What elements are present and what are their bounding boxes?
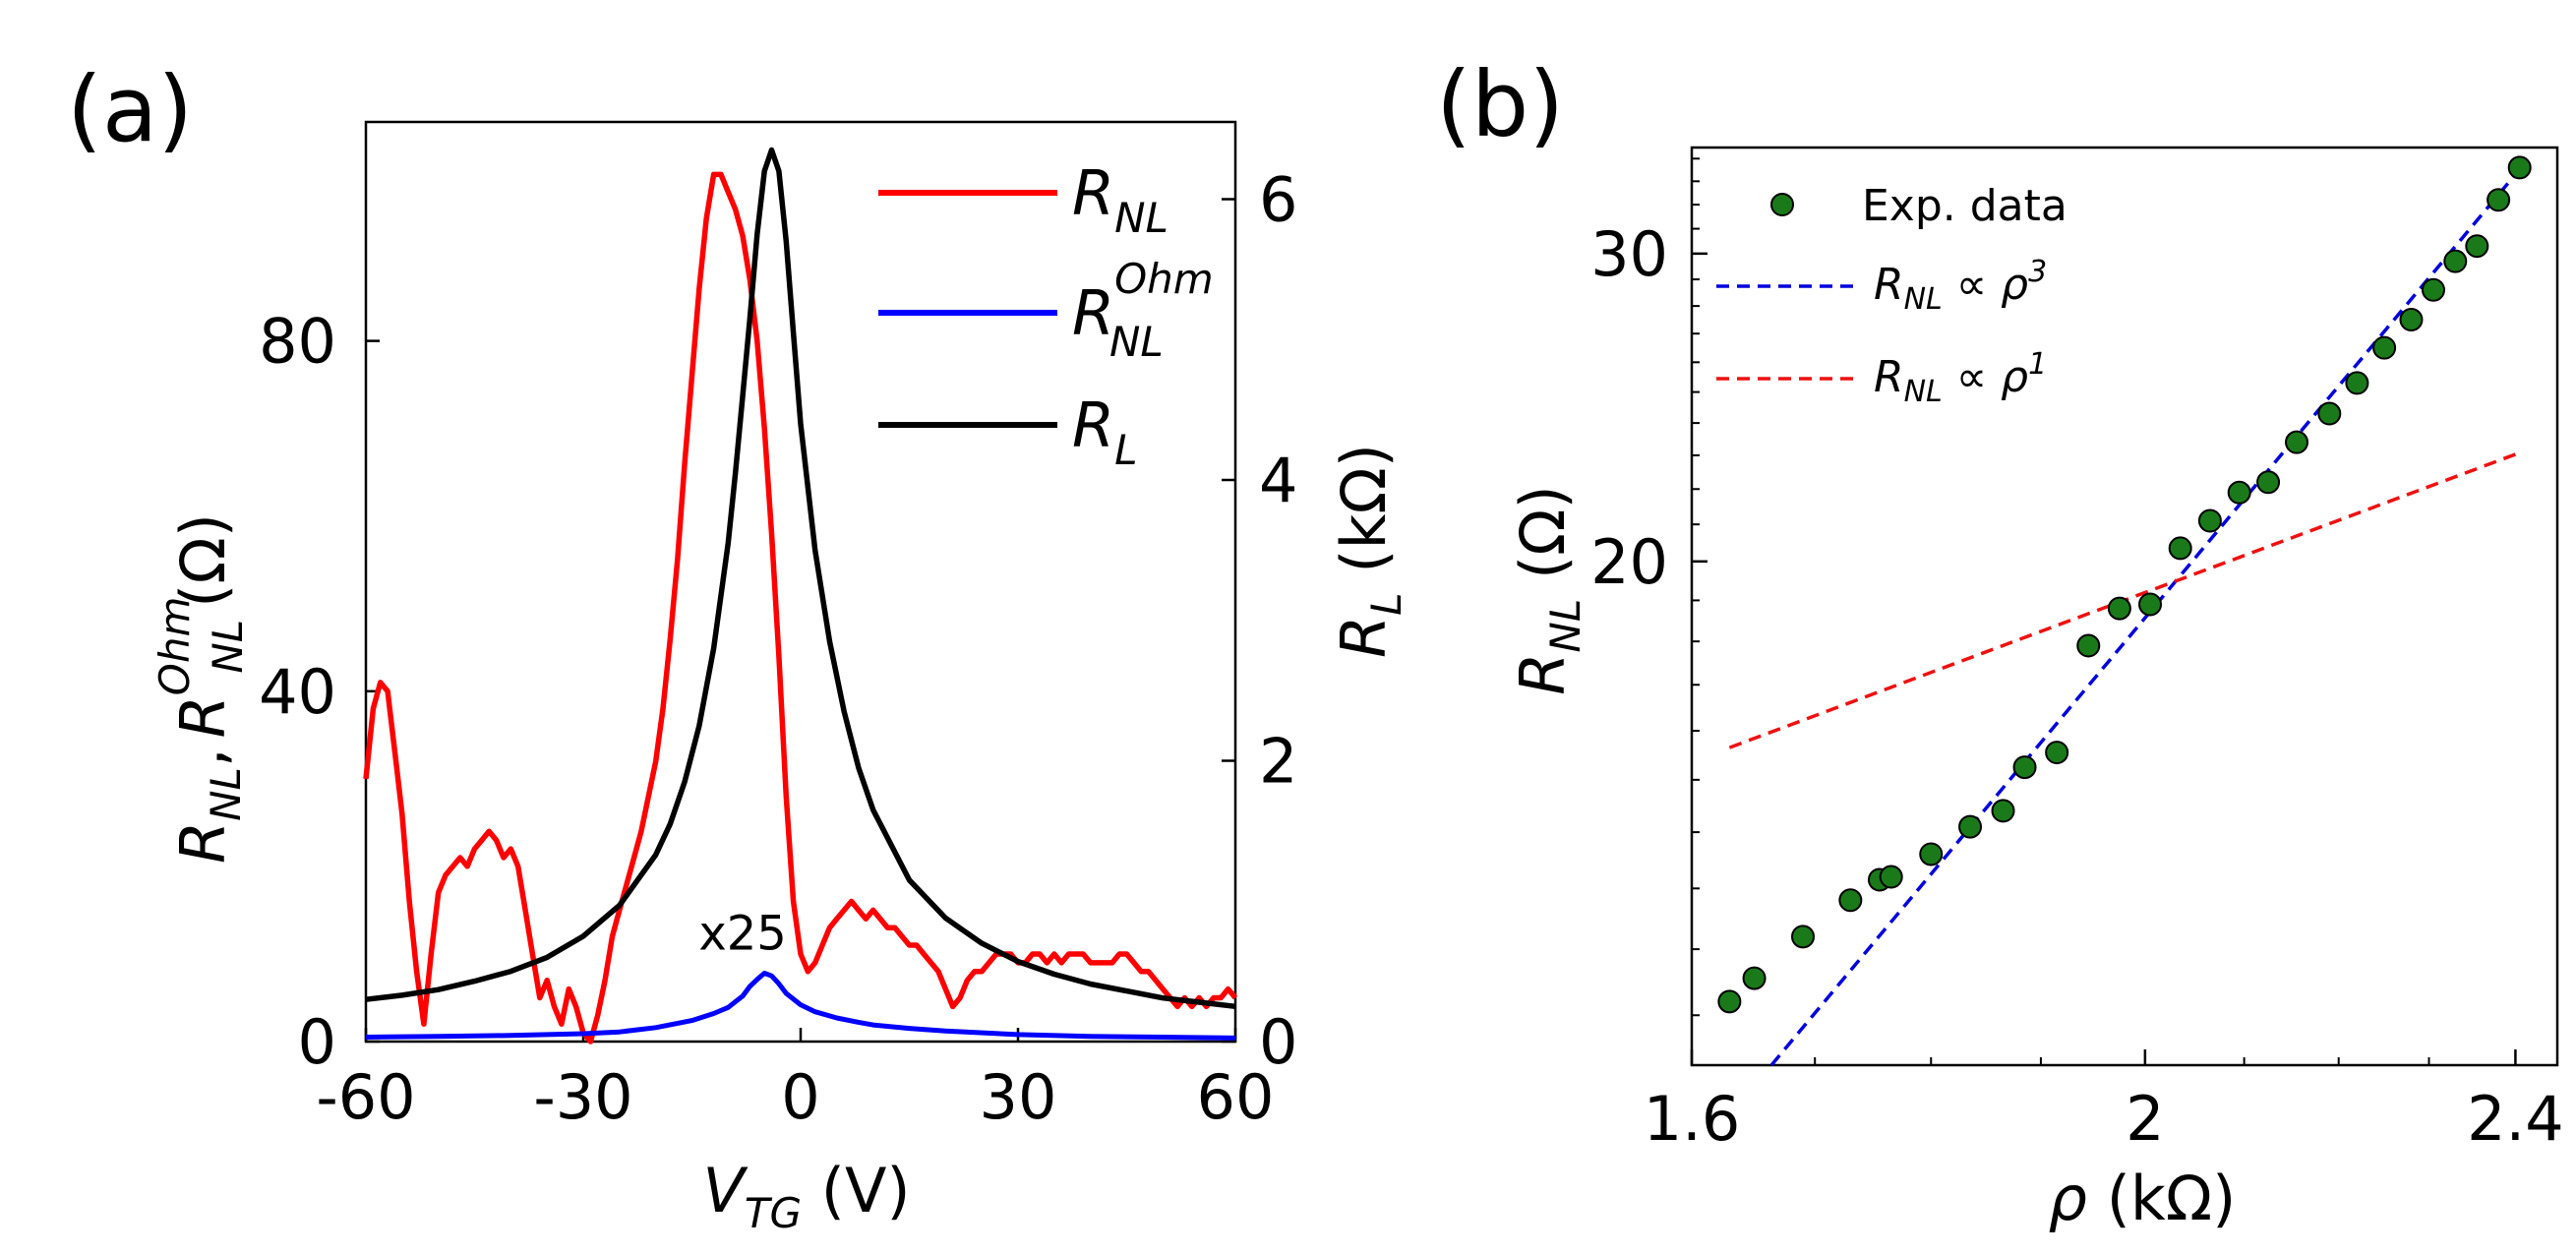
left-y-tick-label: 40 — [259, 656, 336, 728]
data-point — [2168, 536, 2192, 561]
data-point — [1991, 799, 2015, 823]
panel-b-legend: Exp. data RNL ∝ ρ3 RNL ∝ ρ1 — [1716, 181, 2067, 409]
data-point — [2138, 592, 2163, 617]
y-tick-label: 20 — [1590, 526, 1668, 598]
panel-a-ticks — [364, 198, 1237, 1044]
data-point — [1879, 865, 1903, 889]
data-point — [2107, 596, 2131, 621]
panel-b-ticks — [1690, 157, 2517, 1065]
legend-exp-label: Exp. data — [1862, 181, 2067, 231]
data-point — [2345, 371, 2369, 395]
panel-b-frame — [1690, 146, 2559, 1067]
data-point — [2486, 188, 2511, 212]
left-y-tick-label: 0 — [298, 1006, 336, 1078]
legend-rho1-label: RNL ∝ ρ1 — [1874, 347, 2047, 409]
panel-b-plot: 1.6 2 2.4 20 30 — [1590, 146, 2564, 1155]
data-point — [2399, 308, 2424, 332]
panel-a-series — [363, 147, 1238, 1045]
panel-a-legend: RNL ROhm NL RL — [878, 157, 1214, 474]
data-point — [2422, 277, 2446, 302]
panel-a-x-title: VTG (V) — [702, 1155, 910, 1237]
x-tick-label: 0 — [781, 1061, 819, 1133]
x-tick-label: -30 — [533, 1061, 632, 1133]
data-point — [1958, 814, 1983, 839]
panel-a-left-y-title: RNL,ROhm NL(Ω) — [150, 513, 252, 864]
data-point — [1838, 888, 1863, 913]
legend-rnl-label: RNL — [1072, 157, 1168, 242]
x-tick-label: -60 — [316, 1061, 415, 1133]
x-tick-label: 2.4 — [2467, 1083, 2564, 1155]
data-point — [2372, 335, 2397, 360]
panel-b-x-title: ρ (kΩ) — [2049, 1163, 2237, 1234]
rl-line — [365, 147, 1236, 1010]
panel-b-tick-labels: 1.6 2 2.4 20 30 — [1590, 218, 2564, 1155]
data-point — [2076, 633, 2101, 658]
legend-rho3-label: RNL ∝ ρ3 — [1874, 255, 2047, 317]
panel-a-right-y-title: RL (kΩ) — [1328, 444, 1410, 658]
data-point — [2443, 249, 2468, 273]
panel-b-points — [1717, 155, 2532, 1014]
data-point — [2012, 755, 2037, 780]
legend-exp-marker — [1770, 193, 1794, 216]
data-point — [2317, 401, 2342, 426]
data-point — [1919, 842, 1944, 866]
x-tick-label: 1.6 — [1644, 1083, 1741, 1155]
fit-rho3-line — [1769, 173, 2517, 1067]
panel-b-label: (b) — [1436, 52, 1564, 157]
x25-annotation: x25 — [698, 907, 786, 962]
data-point — [1717, 989, 1742, 1014]
x-tick-label: 30 — [980, 1061, 1057, 1133]
data-point — [1791, 925, 1816, 949]
panel-b-y-title: RNL (Ω) — [1507, 485, 1589, 694]
right-y-tick-label: 2 — [1259, 726, 1297, 798]
data-point — [2227, 480, 2251, 505]
data-point — [2285, 430, 2309, 454]
legend-rnl-ohm-label: ROhm NL — [1072, 255, 1214, 366]
legend-rl-label: RL — [1072, 389, 1138, 474]
data-point — [2256, 470, 2281, 495]
x-tick-label: 60 — [1197, 1061, 1275, 1133]
right-y-tick-label: 4 — [1259, 445, 1297, 516]
data-point — [2045, 741, 2069, 765]
data-point — [2507, 155, 2532, 180]
y-tick-label: 30 — [1590, 218, 1668, 290]
data-point — [2197, 508, 2222, 533]
panel-a-label: (a) — [67, 57, 193, 162]
right-y-tick-label: 6 — [1259, 164, 1297, 236]
panel-a-frame — [364, 120, 1237, 1044]
rnl-ohm-line — [365, 971, 1236, 1041]
right-y-tick-label: 0 — [1259, 1006, 1297, 1078]
data-point — [2465, 234, 2489, 259]
data-point — [1742, 966, 1767, 990]
x-tick-label: 2 — [2126, 1083, 2164, 1155]
left-y-tick-label: 80 — [259, 306, 336, 378]
rnl-line — [363, 171, 1238, 1045]
